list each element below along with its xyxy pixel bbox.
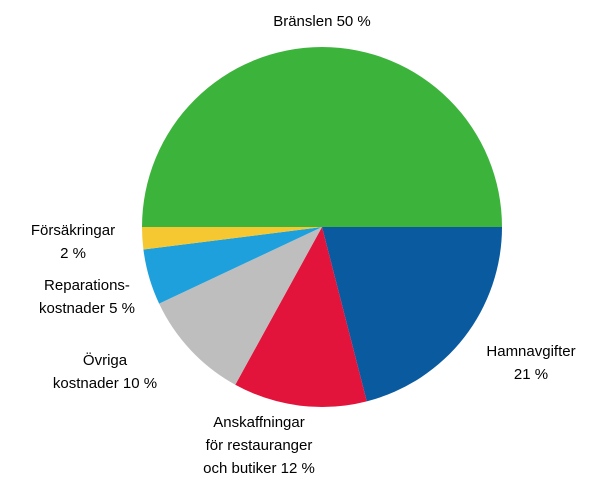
value-label: 2 % bbox=[60, 245, 86, 262]
value-label: 21 % bbox=[513, 366, 549, 383]
value-label: 12 % bbox=[280, 460, 315, 477]
pie-slice bbox=[143, 227, 322, 304]
value-label: 10 % bbox=[122, 375, 158, 392]
category-label: Bränslen bbox=[273, 13, 333, 30]
category-label: Anskaffningar för restauranger och butik… bbox=[203, 414, 313, 477]
value-label: 50 % bbox=[336, 13, 371, 30]
pie-slice bbox=[322, 227, 502, 402]
slice-label: Bränslen 50 % bbox=[212, 10, 432, 33]
pie-slice bbox=[142, 227, 322, 250]
category-label: Hamnavgifter bbox=[486, 343, 576, 360]
value-label: 5 % bbox=[109, 300, 135, 317]
slice-label: Reparations- kostnader 5 % bbox=[0, 274, 197, 320]
slice-label: Övriga kostnader 10 % bbox=[0, 349, 215, 395]
slice-label: Försäkringar 2 % bbox=[0, 219, 183, 265]
pie-slice bbox=[235, 227, 367, 407]
slice-label: Anskaffningar för restauranger och butik… bbox=[149, 411, 369, 478]
category-label: Övriga kostnader bbox=[52, 352, 128, 392]
slice-label: Hamnavgifter 21 % bbox=[421, 340, 597, 386]
pie-slice bbox=[159, 227, 322, 385]
category-label: Reparations- kostnader bbox=[39, 277, 130, 317]
category-label: Försäkringar bbox=[30, 222, 116, 239]
pie-slice bbox=[142, 47, 502, 227]
